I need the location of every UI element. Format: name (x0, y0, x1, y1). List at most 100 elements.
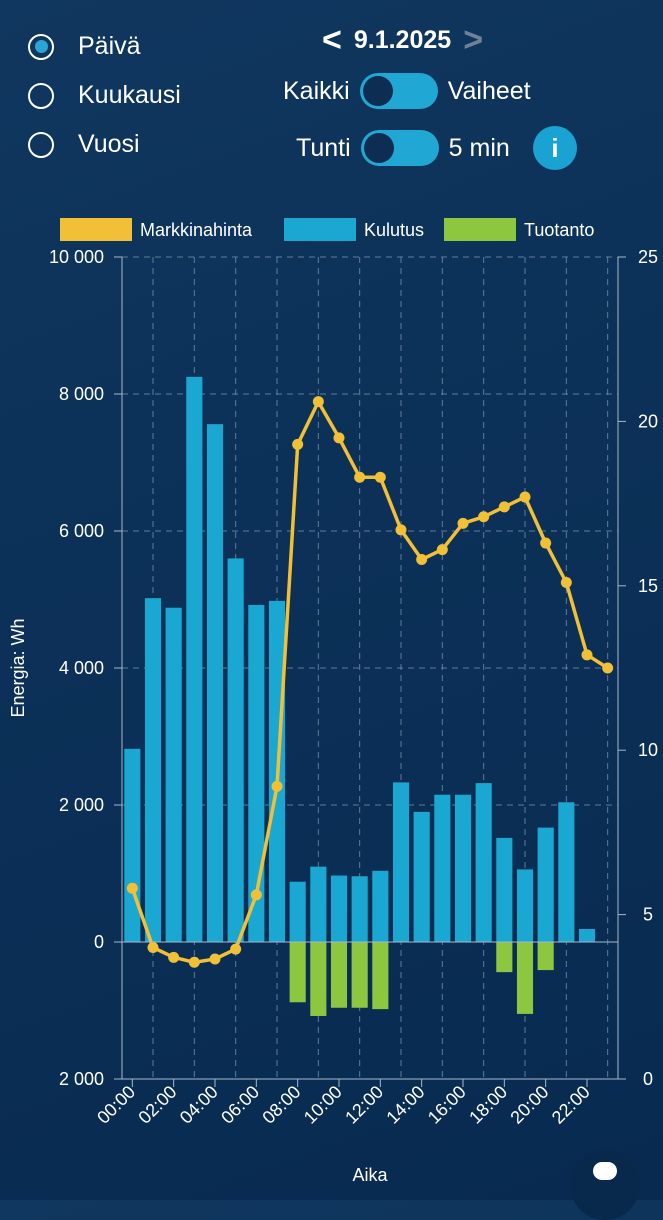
consumption-bar (578, 928, 596, 942)
price-point (519, 491, 531, 503)
price-line (130, 399, 609, 965)
consumption-bar (372, 870, 389, 942)
consumption-bar (124, 748, 141, 942)
resolution-toggle-left-label: Tunti (296, 133, 351, 162)
legend-label: Tuotanto (524, 220, 594, 240)
price-point (478, 511, 490, 523)
legend-label: Kulutus (364, 220, 424, 240)
radio-day-circle[interactable] (28, 33, 54, 60)
x-tick-label: 02:00 (135, 1082, 181, 1128)
consumption-bar (434, 794, 451, 942)
x-tick-label: 08:00 (259, 1082, 305, 1128)
price-point (126, 882, 138, 894)
info-button[interactable]: i (533, 126, 577, 170)
consumption-bar (330, 875, 348, 942)
chat-button[interactable] (570, 1150, 640, 1220)
chevron-left-icon[interactable]: < (322, 21, 342, 59)
consumption-bar (310, 866, 327, 942)
consumption-bar (413, 811, 430, 942)
x-tick-label: 20:00 (507, 1082, 553, 1128)
y2-tick-label: 15 (638, 576, 658, 596)
consumption-bar (144, 598, 162, 942)
price-point (602, 662, 614, 674)
x-tick-label: 14:00 (383, 1082, 429, 1128)
legend-swatch (444, 218, 516, 241)
toggle-knob (362, 76, 393, 106)
toggle-knob (363, 133, 394, 163)
resolution-toggle-row: Tunti 5 min (296, 130, 510, 166)
radio-year-circle[interactable] (28, 131, 54, 158)
x-tick-label: 12:00 (341, 1082, 387, 1128)
radio-selected-dot (34, 40, 48, 53)
y-tick-label: 2 000 (59, 1069, 104, 1089)
consumption-bar (165, 607, 182, 942)
price-point (333, 432, 345, 444)
y-tick-label: 6 000 (59, 521, 104, 541)
production-bar (537, 942, 554, 971)
chart-axes: 2 000 0 2 000 4 000 6 000 8 000 10 000 0 5 10 15 20… (8, 247, 658, 1185)
phase-toggle-row: Kaikki Vaiheet (283, 73, 531, 109)
radio-month-circle[interactable] (28, 82, 54, 109)
y-tick-label: 0 (94, 932, 104, 952)
current-date: 9.1.2025 (353, 25, 452, 54)
chart-price-line (126, 396, 614, 968)
production-bar (330, 942, 348, 1008)
price-point (416, 553, 428, 565)
consumption-bar (227, 558, 244, 942)
legend-swatch (284, 218, 356, 241)
production-bar (496, 942, 513, 973)
x-tick-label: 06:00 (217, 1082, 263, 1128)
price-point (292, 438, 304, 450)
y2-tick-label: 5 (643, 905, 653, 925)
price-point (581, 649, 593, 661)
y2-tick-label: 10 (638, 740, 658, 760)
info-icon: i (551, 132, 559, 163)
y2-tick-label: 25 (638, 247, 658, 267)
y-tick-label: 10 000 (49, 247, 104, 267)
chevron-right-icon[interactable]: > (463, 21, 484, 59)
price-point (457, 517, 469, 529)
consumption-bar (475, 783, 492, 942)
consumption-bar (454, 794, 472, 942)
phase-toggle-left-label: Kaikki (283, 76, 350, 105)
radio-month[interactable]: Kuukausi (28, 71, 181, 120)
price-point (540, 537, 552, 549)
consumption-bar (516, 869, 534, 942)
period-selector: Päivä Kuukausi Vuosi (28, 22, 181, 169)
x-tick-label: 16:00 (424, 1082, 470, 1128)
radio-year-label: Vuosi (78, 130, 140, 158)
resolution-toggle-switch[interactable] (360, 130, 439, 166)
price-point (209, 953, 221, 965)
price-point (560, 577, 572, 589)
x-tick-label: 18:00 (465, 1082, 511, 1128)
consumption-bar (496, 837, 513, 942)
radio-day-label: Päivä (78, 32, 141, 60)
y-tick-label: 4 000 (59, 658, 104, 678)
consumption-bar (351, 876, 368, 942)
x-tick-label: 10:00 (300, 1082, 346, 1128)
price-point (312, 396, 324, 408)
price-point (498, 501, 510, 513)
radio-year[interactable]: Vuosi (28, 120, 181, 169)
radio-month-label: Kuukausi (78, 81, 181, 109)
consumption-bar (206, 424, 224, 942)
consumption-bar (558, 802, 575, 942)
y-tick-label: 2 000 (59, 795, 104, 815)
date-navigation: < 9.1.2025 > (322, 22, 483, 58)
legend-swatch (60, 218, 132, 241)
production-bar (289, 942, 306, 1003)
consumption-bar (537, 827, 554, 942)
y-axis-title: Energia: Wh (8, 618, 28, 717)
x-tick-label: 22:00 (548, 1082, 594, 1128)
price-point (250, 889, 262, 901)
consumption-bar (289, 881, 306, 942)
phase-toggle-switch[interactable] (359, 73, 438, 109)
radio-day[interactable]: Päivä (28, 22, 181, 71)
consumption-bar (392, 782, 410, 942)
price-point (436, 544, 448, 556)
price-point (354, 471, 366, 483)
price-point (188, 956, 200, 968)
chat-icon (593, 1162, 617, 1180)
price-point (271, 780, 283, 792)
